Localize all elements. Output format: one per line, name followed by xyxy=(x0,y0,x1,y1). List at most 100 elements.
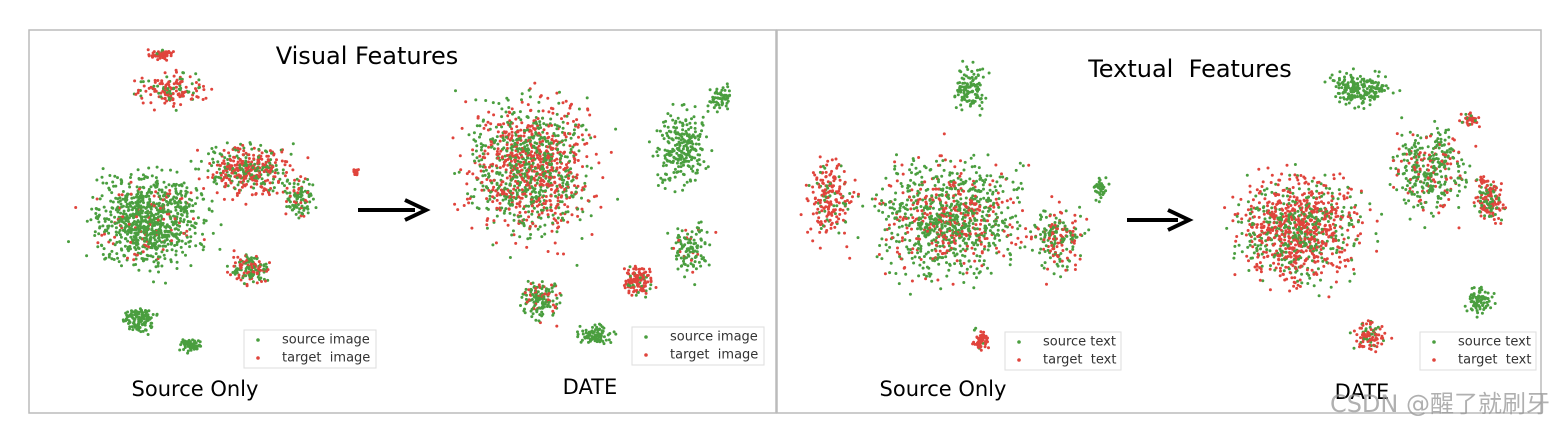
scatter-point xyxy=(945,186,949,190)
scatter-point xyxy=(688,137,692,141)
scatter-point xyxy=(599,333,603,337)
scatter-point xyxy=(555,143,559,146)
scatter-point xyxy=(967,237,971,241)
scatter-point xyxy=(937,193,941,197)
scatter-point xyxy=(547,292,551,296)
scatter-point xyxy=(202,84,205,88)
scatter-point xyxy=(530,165,534,169)
scatter-point xyxy=(930,248,934,252)
scatter-point xyxy=(665,158,669,162)
scatter-point xyxy=(256,166,260,170)
scatter-point xyxy=(912,243,916,247)
scatter-point xyxy=(636,291,640,294)
scatter-point xyxy=(266,268,270,272)
scatter-point xyxy=(154,89,158,93)
scatter-point xyxy=(973,194,977,198)
scatter-point xyxy=(281,168,285,172)
scatter-point xyxy=(542,295,546,299)
scatter-point xyxy=(181,94,185,98)
scatter-point xyxy=(233,261,237,265)
scatter-point xyxy=(198,85,201,89)
scatter-point xyxy=(154,176,158,180)
scatter-point xyxy=(950,187,954,191)
scatter-point xyxy=(963,213,967,217)
scatter-point xyxy=(242,164,246,168)
scatter-point xyxy=(924,277,928,281)
scatter-point xyxy=(1020,187,1024,191)
scatter-point xyxy=(167,98,171,102)
scatter-point xyxy=(147,166,151,170)
scatter-point xyxy=(138,213,142,217)
scatter-point xyxy=(669,114,673,118)
scatter-point xyxy=(698,163,702,167)
scatter-point xyxy=(277,181,280,184)
scatter-point xyxy=(659,176,663,180)
scatter-point xyxy=(945,190,948,194)
scatter-point xyxy=(136,168,140,172)
scatter-point xyxy=(549,194,553,198)
scatter-point xyxy=(527,136,531,140)
scatter-point xyxy=(560,154,563,158)
scatter-point xyxy=(237,273,241,277)
scatter-point xyxy=(98,226,102,230)
scatter-point xyxy=(686,264,690,268)
scatter-point xyxy=(169,217,173,221)
scatter-point xyxy=(129,229,133,233)
scatter-point xyxy=(557,193,561,197)
scatter-point xyxy=(627,289,631,293)
scatter-point xyxy=(666,140,670,144)
scatter-point xyxy=(531,136,535,140)
scatter-point xyxy=(985,213,989,217)
scatter-point xyxy=(178,77,182,81)
scatter-point xyxy=(110,191,114,195)
scatter-point xyxy=(988,183,992,187)
scatter-point xyxy=(161,89,165,93)
scatter-point xyxy=(1009,197,1013,201)
scatter-point xyxy=(535,150,539,154)
scatter-point xyxy=(725,82,729,86)
scatter-point xyxy=(113,243,117,247)
scatter-point xyxy=(200,193,204,197)
scatter-point xyxy=(300,204,304,208)
scatter-point xyxy=(284,212,288,216)
scatter-point xyxy=(537,197,541,201)
scatter-point xyxy=(272,152,276,156)
scatter-point xyxy=(226,162,230,165)
scatter-point xyxy=(642,289,646,293)
scatter-point xyxy=(540,235,544,239)
scatter-point xyxy=(880,199,884,203)
scatter-point xyxy=(486,152,490,156)
scatter-point xyxy=(580,133,584,137)
scatter-point xyxy=(147,203,151,207)
scatter-point xyxy=(562,143,566,147)
scatter-point xyxy=(556,221,560,225)
scatter-point xyxy=(601,176,605,180)
scatter-point xyxy=(254,174,258,178)
scatter-point xyxy=(466,192,470,196)
scatter-point xyxy=(972,153,976,157)
scatter-point xyxy=(260,177,264,181)
scatter-point xyxy=(519,304,522,307)
scatter-point xyxy=(97,208,101,212)
scatter-point xyxy=(195,347,199,351)
scatter-point xyxy=(185,235,189,239)
scatter-point xyxy=(675,126,679,130)
scatter-point xyxy=(1017,186,1021,190)
scatter-point xyxy=(141,80,145,84)
scatter-point xyxy=(174,205,178,209)
scatter-point xyxy=(949,159,953,163)
scatter-point xyxy=(958,203,962,207)
scatter-point xyxy=(518,137,522,141)
scatter-point xyxy=(478,124,482,128)
scatter-point xyxy=(698,153,702,157)
scatter-point xyxy=(703,241,707,245)
scatter-point xyxy=(923,180,926,184)
scatter-point xyxy=(508,125,512,128)
scatter-point xyxy=(1001,190,1005,193)
scatter-point xyxy=(483,156,487,160)
scatter-point xyxy=(212,161,215,164)
scatter-point xyxy=(511,168,515,172)
scatter-point xyxy=(663,187,667,190)
scatter-point xyxy=(172,214,175,218)
scatter-point xyxy=(631,285,635,289)
